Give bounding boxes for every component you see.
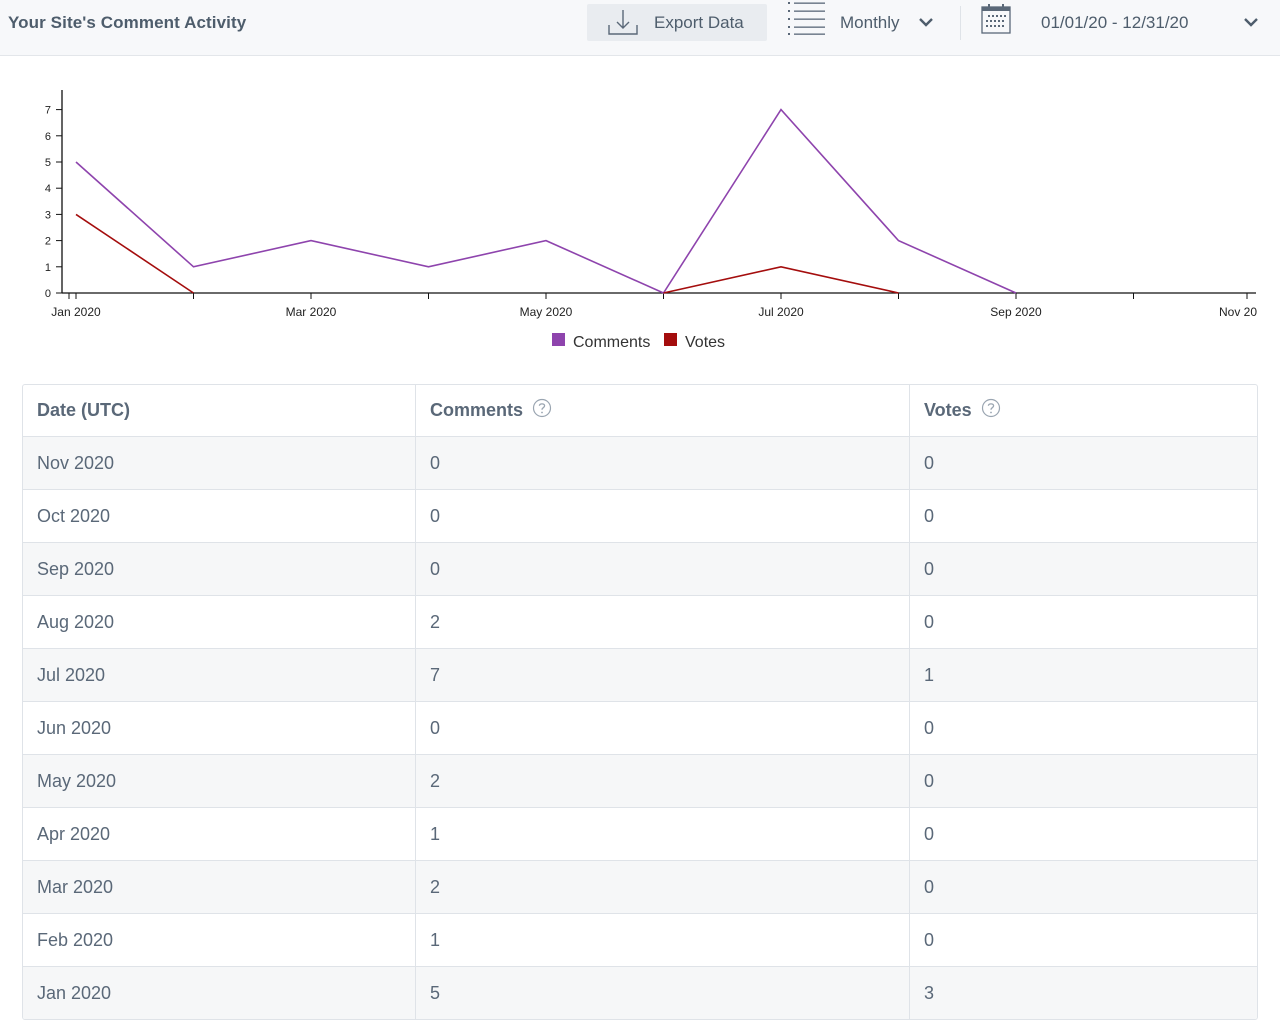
chevron-down-icon [919,14,933,32]
chevron-down-icon [1244,14,1258,32]
votes-cell: 0 [924,717,935,738]
column-header-votes[interactable]: Votes [910,385,1257,436]
y-tick-label: 6 [45,131,51,143]
series-line-comments [75,108,1017,295]
x-tick-label: Jul 2020 [758,305,804,319]
table-row: Aug 2020 2 0 [23,595,1257,648]
table-row: Nov 2020 0 0 [23,436,1257,489]
votes-cell: 1 [924,664,935,685]
table-row: Jun 2020 0 0 [23,701,1257,754]
table-row: Mar 2020 2 0 [23,860,1257,913]
help-icon[interactable] [532,398,552,423]
votes-cell: 0 [924,770,935,791]
date-cell: Jun 2020 [23,702,416,754]
table-row: May 2020 2 0 [23,754,1257,807]
download-icon [607,7,639,42]
comments-cell: 0 [416,702,910,754]
date-cell: Sep 2020 [23,543,416,595]
votes-cell: 0 [924,505,935,526]
help-icon[interactable] [981,398,1001,423]
x-tick-label: Mar 2020 [286,305,337,319]
comments-cell: 2 [416,861,910,913]
divider [960,6,961,40]
y-tick-label: 4 [45,183,51,195]
comments-cell: 1 [416,808,910,860]
interval-label: Monthly [840,13,900,32]
date-cell: Mar 2020 [23,861,416,913]
page-title: Your Site's Comment Activity [8,13,247,32]
column-header-label: Date (UTC) [37,400,130,420]
comments-cell: 0 [416,437,910,489]
comments-cell: 2 [416,755,910,807]
y-tick-label: 1 [45,262,51,274]
series-line-votes [75,213,899,294]
table-header-row: Date (UTC) Comments Votes [23,385,1257,436]
legend-swatch [552,333,565,346]
date-cell: Oct 2020 [23,490,416,542]
date-range-label: 01/01/20 - 12/31/20 [1041,13,1189,32]
column-header-date[interactable]: Date (UTC) [23,385,416,436]
calendar-icon [980,3,1012,40]
x-tick-label: Sep 2020 [990,305,1042,319]
votes-cell: 0 [924,452,935,473]
column-header-comments[interactable]: Comments [416,385,910,436]
list-icon [785,0,827,43]
table-row: Apr 2020 1 0 [23,807,1257,860]
table-row: Feb 2020 1 0 [23,913,1257,966]
comments-cell: 2 [416,596,910,648]
x-tick-label: May 2020 [520,305,573,319]
comments-cell: 0 [416,543,910,595]
y-tick-label: 7 [45,105,51,117]
table-row: Jul 2020 7 1 [23,648,1257,701]
comments-cell: 0 [416,490,910,542]
comments-cell: 1 [416,914,910,966]
table-row: Sep 2020 0 0 [23,542,1257,595]
date-cell: Nov 2020 [23,437,416,489]
comments-cell: 7 [416,649,910,701]
date-cell: Feb 2020 [23,914,416,966]
export-data-button[interactable]: Export Data [587,4,767,41]
table-row: Oct 2020 0 0 [23,489,1257,542]
comments-cell: 5 [416,967,910,1019]
date-cell: Jan 2020 [23,967,416,1019]
votes-cell: 0 [924,929,935,950]
activity-table: Date (UTC) Comments Votes Nov 2020 0 0 Oct … [22,384,1258,1020]
votes-cell: 3 [924,982,935,1003]
date-range-picker[interactable]: 01/01/20 - 12/31/20 [980,0,1270,44]
legend-swatch [664,333,677,346]
x-tick-label: Nov 20 [1219,305,1257,319]
legend-label: Comments [573,334,650,351]
y-tick-label: 2 [45,236,51,248]
y-tick-label: 3 [45,209,51,221]
export-data-label: Export Data [654,13,744,32]
date-cell: Apr 2020 [23,808,416,860]
votes-cell: 0 [924,558,935,579]
date-cell: Aug 2020 [23,596,416,648]
votes-cell: 0 [924,876,935,897]
table-row: Jan 2020 5 3 [23,966,1257,1019]
line-chart: 0 1 2 3 4 5 6 7 Jan 2020 Mar 2020 May 2020 Jul 2020… [45,90,1257,351]
column-header-label: Comments [430,400,524,420]
legend-label: Votes [685,334,725,351]
activity-chart: 0 1 2 3 4 5 6 7 Jan 2020 Mar 2020 May 2020 Jul 2020… [0,80,1280,360]
y-tick-label: 5 [45,157,51,169]
date-cell: May 2020 [23,755,416,807]
y-tick-label: 0 [45,288,51,300]
toolbar: Your Site's Comment Activity Export Data… [0,0,1280,56]
column-header-label: Votes [924,400,972,420]
x-tick-label: Jan 2020 [51,305,101,319]
votes-cell: 0 [924,823,935,844]
date-cell: Jul 2020 [23,649,416,701]
votes-cell: 0 [924,611,935,632]
